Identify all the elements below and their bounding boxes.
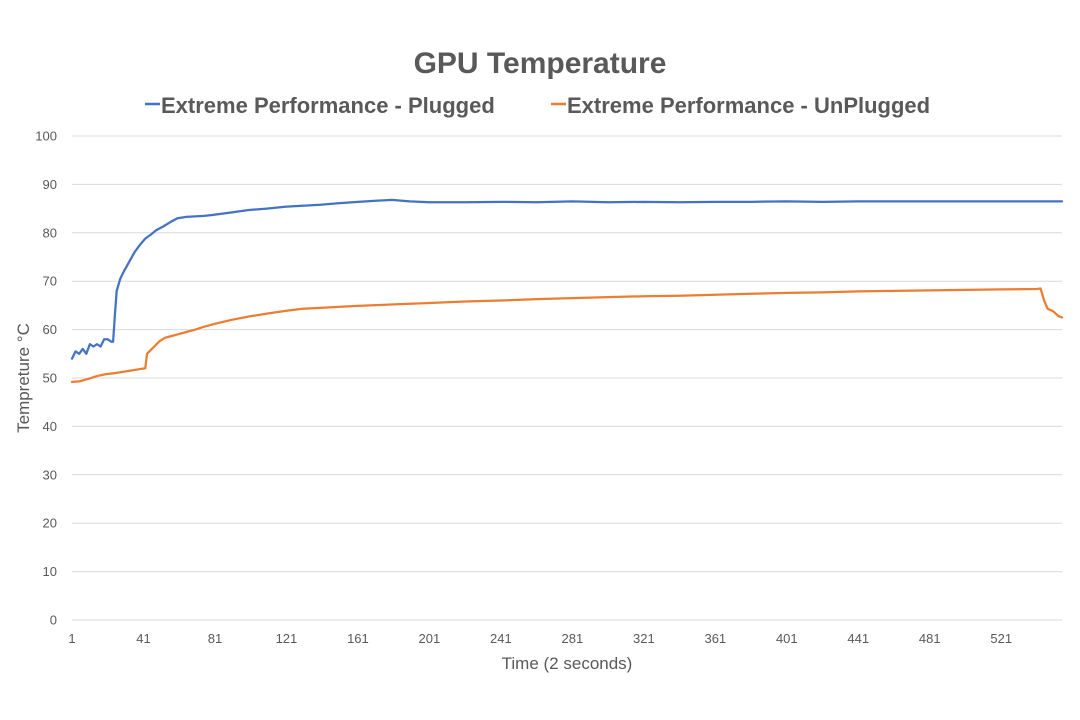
x-axis-title: Time (2 seconds) (502, 654, 633, 673)
x-tick-label: 521 (990, 631, 1012, 646)
y-tick-label: 60 (43, 322, 57, 337)
y-tick-label: 10 (43, 564, 57, 579)
gridlines (72, 135, 1062, 621)
chart-title: GPU Temperature (414, 47, 667, 80)
x-tick-label: 241 (490, 631, 512, 646)
x-tick-label: 401 (776, 631, 798, 646)
series-lines (70, 198, 1064, 383)
x-tick-label: 441 (847, 631, 869, 646)
x-tick-label: 361 (704, 631, 726, 646)
x-tick-label: 321 (633, 631, 655, 646)
x-axis-ticks: 1 41 81 121 161 201 241 281 321 361 401 441 481 521 (68, 631, 1012, 646)
y-tick-label: 50 (43, 371, 57, 386)
legend-label-plugged: Extreme Performance - Plugged (161, 93, 495, 118)
x-tick-label: 41 (136, 631, 150, 646)
series-line-plugged (70, 198, 1064, 360)
x-tick-label: 281 (562, 631, 584, 646)
y-tick-label: 80 (43, 225, 57, 240)
x-tick-label: 121 (276, 631, 298, 646)
y-tick-label: 90 (43, 177, 57, 192)
x-tick-label: 481 (919, 631, 941, 646)
series-line-unplugged (70, 287, 1064, 383)
x-tick-label: 161 (347, 631, 369, 646)
y-tick-label: 70 (43, 274, 57, 289)
x-tick-label: 1 (68, 631, 75, 646)
x-tick-label: 201 (419, 631, 441, 646)
y-tick-label: 0 (50, 613, 57, 628)
y-tick-label: 100 (35, 129, 57, 144)
y-tick-label: 30 (43, 467, 57, 482)
legend: Extreme Performance - Plugged Extreme Pe… (145, 93, 930, 118)
legend-label-unplugged: Extreme Performance - UnPlugged (567, 93, 930, 118)
y-tick-label: 40 (43, 419, 57, 434)
x-tick-label: 81 (208, 631, 222, 646)
y-tick-label: 20 (43, 516, 57, 531)
y-axis-ticks: 0 10 20 30 40 50 60 70 80 90 100 (35, 129, 57, 628)
y-axis-title: Tempreture °C (14, 323, 33, 433)
